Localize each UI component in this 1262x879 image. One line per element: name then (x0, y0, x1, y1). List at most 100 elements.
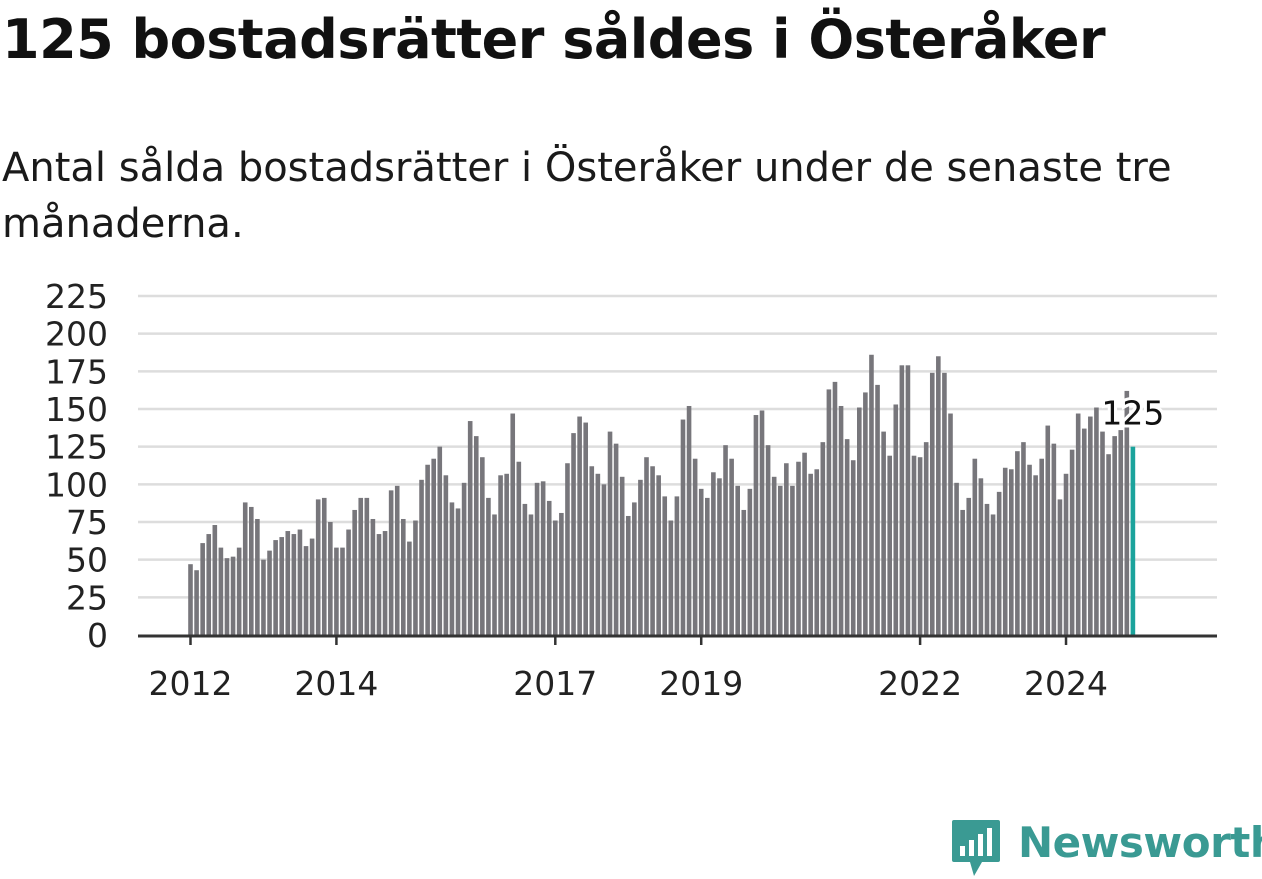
bar (996, 491, 1002, 635)
bar (370, 518, 376, 635)
bar (942, 372, 947, 635)
bar (893, 404, 899, 635)
bar (777, 485, 783, 635)
bar (1081, 428, 1087, 635)
bar (808, 473, 813, 635)
bar (571, 433, 576, 635)
bar (1027, 464, 1032, 635)
bar (1002, 467, 1008, 635)
bar (358, 497, 364, 635)
newsworthy-logo-icon (952, 820, 1000, 876)
y-tick-label: 100 (45, 465, 108, 504)
x-tick-label: 2014 (294, 664, 378, 703)
y-tick-label: 150 (45, 390, 108, 429)
bar (212, 525, 218, 635)
bar (790, 485, 795, 635)
bar (206, 534, 212, 635)
bar (960, 509, 965, 635)
bar (431, 458, 436, 635)
bar (382, 531, 388, 635)
bar (413, 520, 418, 635)
bar (1118, 430, 1124, 635)
bar (242, 502, 248, 635)
bar (753, 415, 759, 635)
x-tick-label: 2019 (659, 664, 743, 703)
bar (1069, 449, 1075, 635)
bar (978, 478, 984, 635)
bar (461, 482, 467, 635)
bar (486, 497, 491, 635)
bar (425, 464, 430, 635)
bar (948, 413, 953, 635)
x-tick-label: 2024 (1024, 664, 1108, 703)
bar (1088, 416, 1093, 635)
bar (966, 497, 972, 635)
bar (869, 354, 874, 635)
bar (723, 445, 728, 635)
bar (1009, 469, 1014, 635)
bar (504, 473, 509, 635)
x-tick-label: 2022 (878, 664, 962, 703)
bar (613, 443, 619, 635)
bar (650, 466, 655, 635)
bar (449, 502, 455, 635)
page-title: 125 bostadsrätter såldes i Österåker (2, 8, 1106, 71)
bar (929, 372, 935, 635)
bar (814, 469, 820, 635)
bar (759, 410, 765, 635)
bar (954, 482, 959, 635)
bar (632, 502, 637, 635)
bar (784, 463, 789, 635)
bar (905, 365, 911, 635)
bar (826, 389, 832, 635)
bars (188, 354, 1136, 635)
bar (899, 365, 905, 635)
bar (340, 547, 345, 635)
bar (498, 475, 503, 635)
bar (990, 514, 996, 635)
bar (686, 405, 692, 635)
bar (334, 547, 339, 635)
bar (680, 419, 686, 635)
bar (528, 514, 534, 635)
bar (540, 481, 546, 635)
bar (1033, 475, 1038, 635)
bar (844, 439, 850, 635)
bar (832, 381, 838, 635)
bar (279, 537, 284, 635)
x-tick-label: 2012 (149, 664, 233, 703)
y-tick-label: 125 (45, 428, 108, 467)
bar (1063, 473, 1069, 635)
bar (236, 547, 242, 635)
bar (741, 509, 747, 635)
bar (972, 458, 978, 635)
bar (510, 413, 516, 635)
bar (364, 497, 370, 635)
highlight-value-label: 125 (1101, 394, 1164, 433)
bar (267, 550, 272, 635)
bar (297, 529, 303, 635)
bar (735, 485, 740, 635)
bar (917, 457, 923, 635)
x-tick-label: 2017 (513, 664, 597, 703)
bar (516, 461, 522, 635)
bar (230, 556, 236, 635)
bar (480, 457, 485, 635)
bar (437, 446, 443, 635)
bar (1112, 436, 1117, 635)
bar (1045, 425, 1051, 635)
y-tick-label: 25 (66, 578, 108, 617)
bar (692, 458, 698, 635)
brand-name: Newsworthy (1018, 818, 1262, 867)
bar (492, 514, 497, 635)
bar (218, 547, 224, 635)
bar (1094, 407, 1099, 635)
bar (565, 463, 570, 635)
bar-highlight (1130, 446, 1136, 635)
bar (923, 442, 929, 635)
bar (668, 520, 674, 635)
bar (674, 496, 680, 635)
y-tick-label: 50 (66, 541, 108, 580)
